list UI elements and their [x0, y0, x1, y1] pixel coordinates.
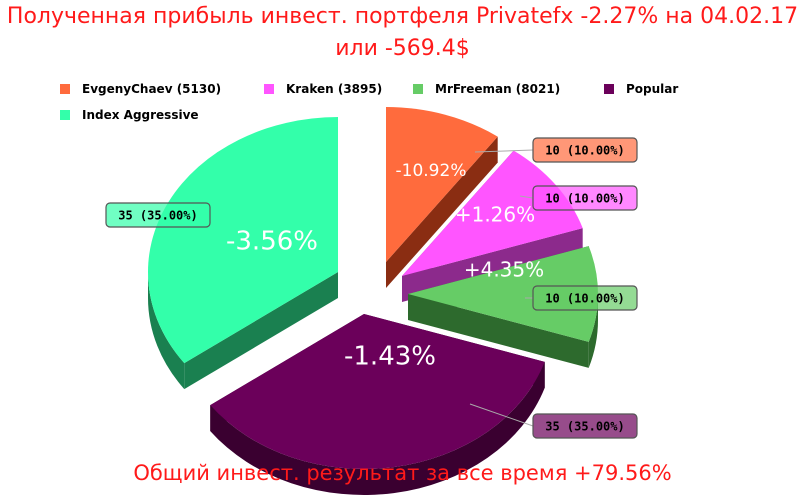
legend-item-mrfreeman[interactable]: MrFreeman (8021) — [413, 82, 560, 96]
callout-leader-line — [469, 403, 534, 427]
pie-slice-wall — [210, 361, 545, 496]
legend-label: MrFreeman (8021) — [435, 82, 561, 96]
pie-slice-3[interactable] — [210, 314, 545, 469]
callout-box — [532, 185, 638, 211]
chart-title-line-2: или -569.4$ — [335, 36, 470, 61]
legend-swatch — [604, 84, 614, 94]
callout-label: 10 (10.00%) — [545, 192, 624, 206]
legend-swatch — [264, 84, 274, 94]
pie-slice-4[interactable] — [148, 117, 338, 364]
callout-label: 10 (10.00%) — [545, 144, 624, 158]
pie-slice-0[interactable] — [386, 107, 498, 262]
pie-slice-tops — [148, 107, 598, 469]
callout-label: 35 (35.00%) — [118, 209, 197, 223]
pie-slice-edge — [402, 228, 583, 302]
callout-label: 10 (10.00%) — [545, 292, 624, 306]
slice-value-label: +1.26% — [455, 203, 535, 227]
pie-slice-edge — [408, 294, 589, 368]
legend-label: Index Aggressive — [82, 108, 199, 122]
callout-leader-line — [519, 195, 534, 199]
footer-summary: Общий инвест. результат за все время +79… — [133, 461, 672, 485]
legend-swatch — [413, 84, 423, 94]
legend-label: Popular — [626, 82, 679, 96]
legend-item-popular[interactable]: Popular — [604, 82, 678, 96]
callout-label: 35 (35.00%) — [545, 420, 624, 434]
callout-box — [532, 285, 638, 311]
slice-value-label: -3.56% — [226, 227, 318, 257]
pie-slice-1[interactable] — [402, 150, 583, 276]
pie-slice-edge — [184, 272, 338, 390]
legend-item-evgenychaev[interactable]: EvgenyChaev (5130) — [60, 82, 221, 96]
slice-value-label: -10.92% — [396, 161, 467, 181]
legend-swatch — [60, 84, 70, 94]
legend-label: Kraken (3895) — [286, 82, 383, 96]
callout-leader-line — [474, 149, 534, 153]
callout-box — [532, 413, 638, 439]
slice-value-label: -1.43% — [344, 342, 436, 372]
pie-slice-wall — [588, 294, 598, 368]
pie-slice-edge — [386, 136, 498, 288]
pie-slice-2[interactable] — [408, 246, 598, 342]
legend-swatch — [60, 110, 70, 120]
slice-value-label: +4.35% — [464, 258, 544, 282]
callout-box — [105, 202, 211, 228]
chart-title-line-1: Полученная прибыль инвест. портфеля Priv… — [6, 4, 799, 29]
callout-box — [532, 137, 638, 163]
legend-label: EvgenyChaev (5130) — [82, 82, 222, 96]
legend-item-index-aggressive[interactable]: Index Aggressive — [60, 108, 199, 122]
pie-slice-wall — [148, 272, 185, 390]
legend-item-kraken[interactable]: Kraken (3895) — [264, 82, 382, 96]
